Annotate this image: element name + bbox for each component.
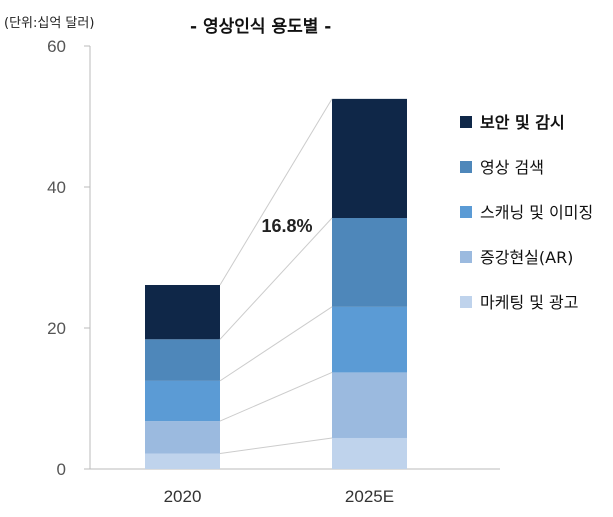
bar-segment: [332, 218, 407, 307]
x-tick-label: 2025E: [345, 487, 394, 506]
connector-line: [219, 98, 333, 286]
bar-segment: [145, 453, 220, 469]
bar-segment: [332, 437, 407, 469]
legend-label: 마케팅 및 광고: [480, 293, 579, 312]
connector-line: [219, 437, 333, 454]
connector-line: [219, 371, 333, 422]
bar-segment: [332, 372, 407, 438]
bar-segment: [145, 421, 220, 454]
y-tick-label: 20: [47, 319, 66, 338]
connector-line: [219, 217, 333, 340]
connector-line: [219, 306, 333, 382]
y-tick-label: 0: [57, 460, 66, 479]
bar-segment: [145, 380, 220, 422]
unit-label: (단위:십억 달러): [4, 16, 95, 31]
y-tick-label: 40: [47, 178, 66, 197]
legend-swatch: [460, 161, 472, 173]
bar-segment: [332, 306, 407, 373]
bar-segment: [332, 98, 407, 219]
cagr-annotation: 16.8%: [261, 216, 312, 236]
legend-label: 증강현실(AR): [480, 248, 573, 267]
legend-label: 영상 검색: [480, 158, 544, 177]
bar-segment: [145, 284, 220, 340]
legend-label: 스캐닝 및 이미징: [480, 203, 593, 222]
y-tick-label: 60: [47, 37, 66, 56]
bar-segment: [145, 339, 220, 381]
legend-label: 보안 및 감시: [480, 113, 565, 132]
chart-title: - 영상인식 용도별 -: [190, 17, 332, 37]
legend-swatch: [460, 296, 472, 308]
legend-swatch: [460, 206, 472, 218]
legend-swatch: [460, 116, 472, 128]
legend-swatch: [460, 251, 472, 263]
x-tick-label: 2020: [164, 487, 202, 506]
